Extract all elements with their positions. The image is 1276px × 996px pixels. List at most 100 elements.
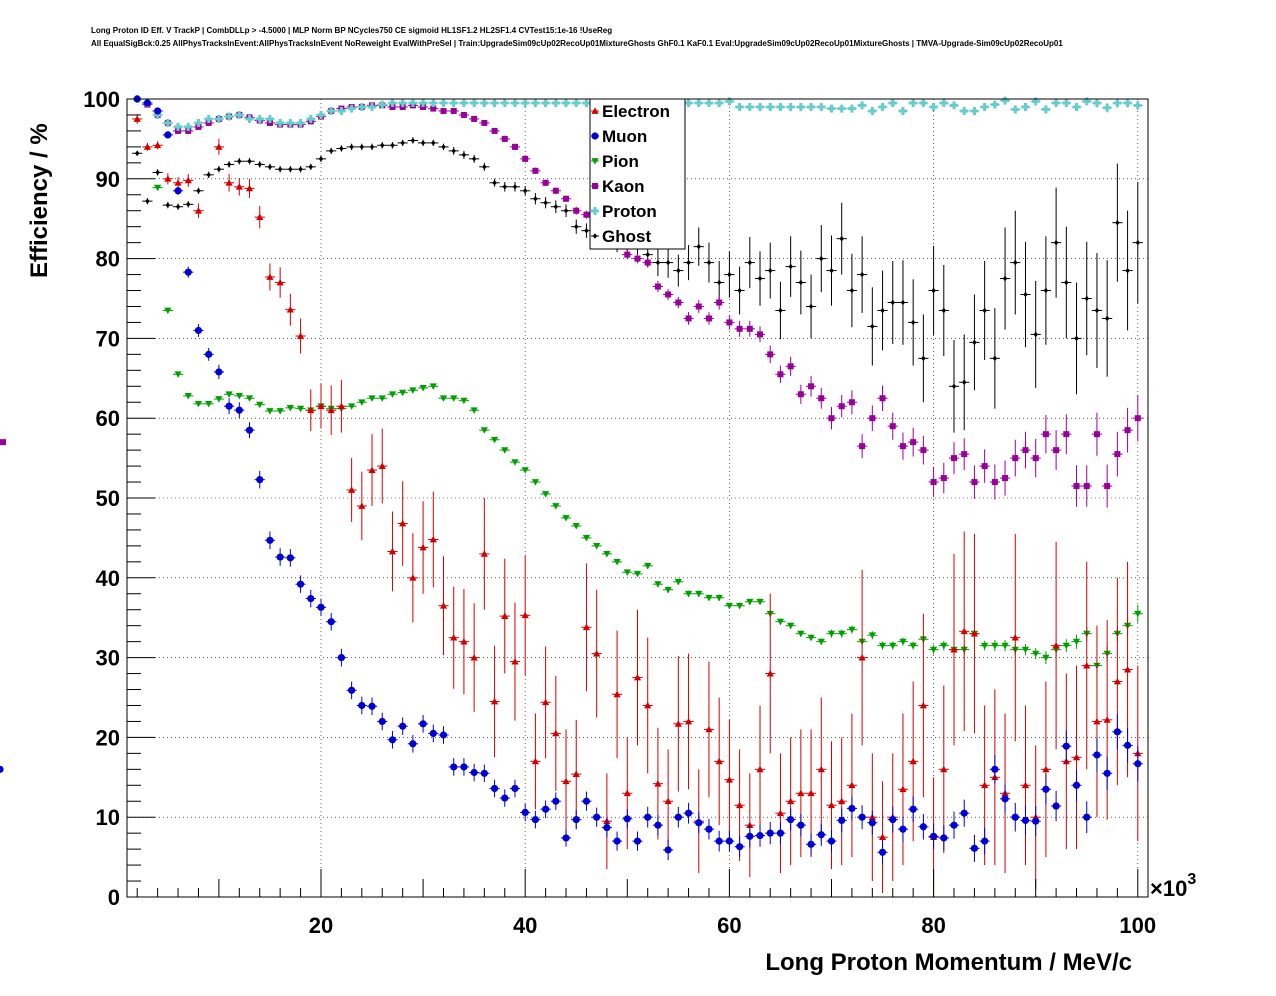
data-point-pion xyxy=(215,396,223,403)
data-point-electron xyxy=(1021,781,1030,789)
data-point-pion xyxy=(878,642,887,650)
data-point-electron xyxy=(419,543,427,551)
data-point-kaon xyxy=(450,107,457,114)
data-point-kaon xyxy=(1053,447,1060,454)
data-point-pion xyxy=(348,403,356,410)
data-point-proton xyxy=(684,98,693,107)
data-point-ghost xyxy=(727,271,732,278)
data-point-pion xyxy=(531,479,539,486)
data-point-kaon xyxy=(879,395,886,402)
data-point-proton xyxy=(1001,96,1010,105)
data-point-electron xyxy=(776,809,785,817)
data-point-pion xyxy=(644,562,652,570)
data-point-pion xyxy=(409,387,417,394)
data-point-pion xyxy=(695,590,703,598)
data-point-ghost xyxy=(941,307,946,314)
data-point-pion xyxy=(358,399,366,406)
data-point-muon xyxy=(644,813,652,821)
data-point-electron xyxy=(1103,716,1111,723)
data-point-electron xyxy=(848,781,856,789)
data-point-proton xyxy=(1092,98,1101,107)
data-point-ghost xyxy=(910,319,916,326)
data-point-electron xyxy=(235,183,243,190)
data-point-electron xyxy=(245,184,254,192)
data-point-kaon xyxy=(1104,483,1111,490)
data-point-proton xyxy=(1113,98,1122,107)
data-point-pion xyxy=(276,408,284,415)
data-point-proton xyxy=(245,114,254,123)
x-tick-label: 60 xyxy=(717,913,741,938)
data-point-ghost xyxy=(216,166,222,173)
data-point-proton xyxy=(919,98,928,107)
data-point-pion xyxy=(470,407,478,414)
data-point-muon xyxy=(838,816,846,824)
data-point-kaon xyxy=(0,439,6,446)
data-point-proton xyxy=(837,104,846,113)
data-point-kaon xyxy=(695,303,702,310)
data-point-ghost xyxy=(431,140,436,146)
data-point-proton xyxy=(531,98,540,107)
data-point-pion xyxy=(827,630,836,638)
data-point-ghost xyxy=(931,287,936,294)
data-point-pion xyxy=(715,594,723,602)
data-point-kaon xyxy=(991,479,998,486)
data-point-kaon xyxy=(910,439,917,446)
data-point-muon xyxy=(950,821,958,829)
data-point-proton xyxy=(276,118,285,127)
data-point-proton xyxy=(184,122,193,131)
data-point-ghost xyxy=(808,303,814,310)
data-point-electron xyxy=(582,623,591,631)
data-point-kaon xyxy=(491,127,498,134)
data-point-muon xyxy=(215,368,223,376)
data-point-electron xyxy=(552,729,560,737)
data-point-pion xyxy=(807,634,815,642)
data-point-muon xyxy=(429,729,437,738)
data-point-electron xyxy=(572,770,580,777)
data-point-proton xyxy=(357,102,366,111)
data-point-ghost xyxy=(165,202,171,208)
data-point-electron xyxy=(633,673,642,681)
data-point-kaon xyxy=(859,443,866,450)
data-point-proton xyxy=(1021,102,1030,111)
series-muon xyxy=(0,95,1143,865)
data-point-ghost xyxy=(298,166,303,173)
data-point-muon xyxy=(327,618,335,626)
data-point-pion xyxy=(664,586,672,594)
data-point-muon xyxy=(623,815,631,823)
data-point-pion xyxy=(981,642,989,650)
data-point-electron xyxy=(654,780,662,787)
data-point-muon xyxy=(276,553,284,561)
data-point-pion xyxy=(776,618,785,626)
y-tick-label: 50 xyxy=(96,486,120,511)
data-point-electron xyxy=(225,179,233,186)
data-point-proton xyxy=(756,102,765,111)
data-point-pion xyxy=(429,383,437,390)
data-point-proton xyxy=(235,110,244,119)
data-point-muon xyxy=(1134,760,1142,768)
data-point-muon xyxy=(205,350,213,358)
data-point-muon xyxy=(787,815,795,824)
data-point-pion xyxy=(368,395,376,402)
data-point-muon xyxy=(266,536,274,544)
data-point-ghost xyxy=(890,299,895,306)
data-point-pion xyxy=(450,395,458,402)
data-point-kaon xyxy=(869,415,876,422)
data-point-ghost xyxy=(798,279,804,286)
legend-marker-muon xyxy=(591,132,599,140)
data-point-ghost xyxy=(1033,331,1038,338)
data-point-kaon xyxy=(920,447,927,454)
data-point-muon xyxy=(878,848,887,856)
data-point-pion xyxy=(184,392,192,400)
data-point-proton xyxy=(766,102,775,111)
data-point-pion xyxy=(838,630,846,638)
data-point-electron xyxy=(296,332,305,339)
y-axis-title: Efficiency / % xyxy=(26,123,53,278)
data-point-electron xyxy=(501,612,509,619)
data-point-kaon xyxy=(726,319,733,326)
data-point-pion xyxy=(562,515,570,522)
data-point-pion xyxy=(848,626,856,634)
data-point-proton xyxy=(174,122,183,131)
data-point-pion xyxy=(174,371,182,378)
data-point-electron xyxy=(766,669,774,677)
data-point-muon xyxy=(1032,817,1040,825)
